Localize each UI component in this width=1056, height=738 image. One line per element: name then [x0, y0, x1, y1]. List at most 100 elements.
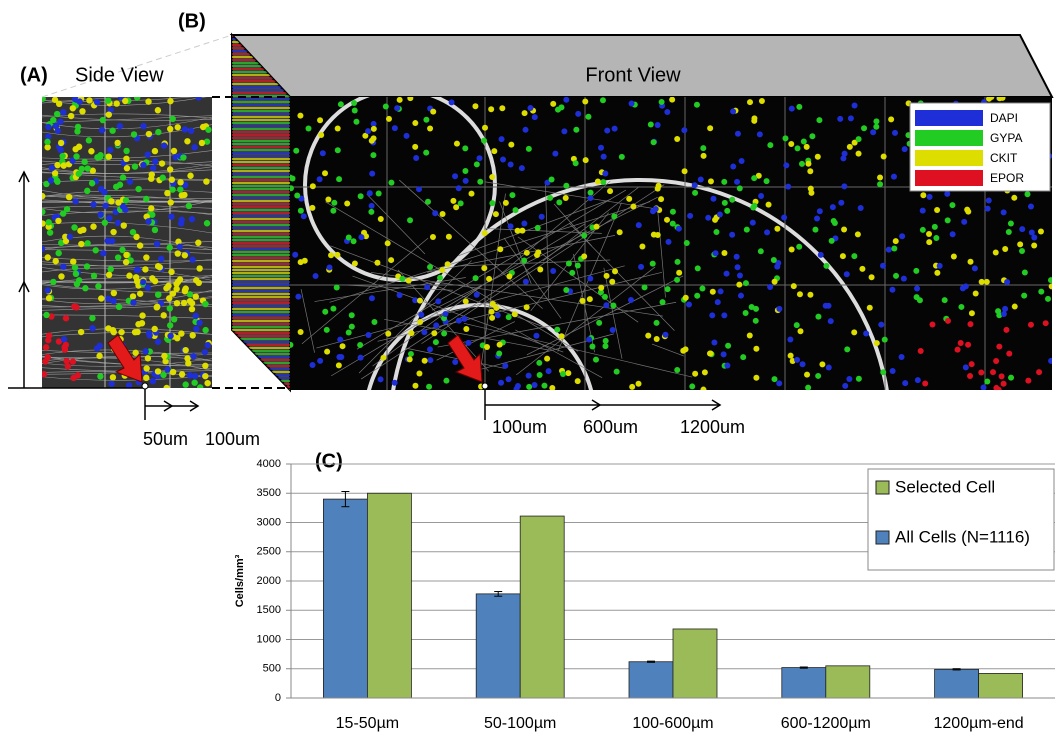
cell-dot: [306, 125, 312, 131]
cell-dot: [655, 232, 661, 238]
cell-dot: [295, 294, 301, 300]
cell-dot: [587, 275, 593, 281]
cell-dot: [659, 99, 665, 105]
cell-dot: [626, 196, 632, 202]
cell-dot: [877, 174, 883, 180]
cell-dot: [549, 385, 555, 391]
cell-dot: [718, 288, 724, 294]
stripe: [232, 92, 290, 94]
cell-dot: [880, 263, 886, 269]
stripe: [232, 161, 290, 163]
figure: (A) Side View (B) Front View 50um 100um …: [0, 0, 1056, 738]
cell-dot: [801, 138, 807, 144]
cell-dot: [126, 273, 132, 279]
cell-dot: [358, 355, 364, 361]
cell-dot: [155, 291, 161, 297]
cell-dot: [701, 153, 707, 159]
cell-dot: [84, 240, 90, 246]
cell-dot: [366, 332, 372, 338]
cell-dot: [826, 303, 832, 309]
cell-dot: [336, 176, 342, 182]
stripe: [232, 194, 290, 196]
cell-dot: [499, 105, 505, 111]
cell-dot: [832, 220, 838, 226]
cell-dot: [851, 253, 857, 259]
cell-dot: [569, 270, 575, 276]
stripe: [232, 344, 290, 346]
cell-dot: [170, 369, 176, 375]
cell-dot: [744, 227, 750, 233]
cell-dot: [324, 349, 330, 355]
x-tick-label: 100-600µm: [632, 715, 713, 732]
cell-dot: [1021, 293, 1027, 299]
cell-dot: [544, 356, 550, 362]
cell-dot: [145, 355, 151, 361]
bar: [979, 673, 1023, 698]
stripe: [232, 341, 290, 343]
cell-dot: [439, 267, 445, 273]
stripe: [232, 314, 290, 316]
cell-dot: [655, 122, 661, 128]
cell-dot: [781, 214, 787, 220]
cell-dot: [317, 358, 323, 364]
cell-dot: [370, 152, 376, 158]
cell-dot: [167, 166, 173, 172]
cell-dot: [1029, 229, 1035, 235]
cell-dot: [96, 353, 102, 359]
cell-dot: [166, 244, 172, 250]
cell-dot: [683, 346, 689, 352]
cell-dot: [663, 332, 669, 338]
cell-dot: [951, 253, 957, 259]
cell-dot: [686, 301, 692, 307]
bar: [782, 668, 826, 698]
cell-dot: [547, 195, 553, 201]
cell-dot: [61, 162, 67, 168]
cell-dot: [199, 140, 205, 146]
stripe: [232, 248, 290, 250]
cell-dot: [669, 97, 675, 103]
cell-dot: [717, 211, 723, 217]
cell-dot: [612, 268, 618, 274]
cell-dot: [123, 259, 129, 265]
cell-dot: [132, 350, 138, 356]
cell-dot: [39, 246, 45, 252]
cell-dot: [1038, 289, 1044, 295]
cell-dot: [330, 306, 336, 312]
cell-dot: [82, 285, 88, 291]
cell-dot: [452, 359, 458, 365]
cell-dot: [84, 188, 90, 194]
cell-dot: [509, 192, 515, 198]
cell-dot: [426, 384, 432, 390]
cell-dot: [628, 297, 634, 303]
cell-dot: [666, 239, 672, 245]
cell-dot: [751, 175, 757, 181]
cell-dot: [856, 151, 862, 157]
cell-dot: [743, 280, 749, 286]
cell-dot: [158, 256, 164, 262]
cell-dot: [446, 234, 452, 240]
cell-dot: [463, 178, 469, 184]
cell-dot: [602, 343, 608, 349]
cell-dot: [318, 132, 324, 138]
cell-dot: [441, 331, 447, 337]
stripe: [232, 320, 290, 322]
stripe: [232, 134, 290, 136]
cell-dot: [157, 264, 163, 270]
stain-name: DAPI: [990, 111, 1018, 125]
cell-dot: [491, 148, 497, 154]
cell-dot: [63, 358, 69, 364]
cell-dot: [694, 293, 700, 299]
cell-dot: [818, 252, 824, 258]
cell-dot: [191, 380, 197, 386]
cell-dot: [740, 354, 746, 360]
cell-dot: [76, 144, 82, 150]
view-title: Front View: [585, 64, 681, 86]
cell-dot: [581, 233, 587, 239]
cell-dot: [421, 329, 427, 335]
cell-dot: [830, 204, 836, 210]
cell-dot: [788, 141, 794, 147]
cell-dot: [188, 128, 194, 134]
cell-dot: [171, 316, 177, 322]
cell-dot: [587, 195, 593, 201]
stripe: [232, 323, 290, 325]
